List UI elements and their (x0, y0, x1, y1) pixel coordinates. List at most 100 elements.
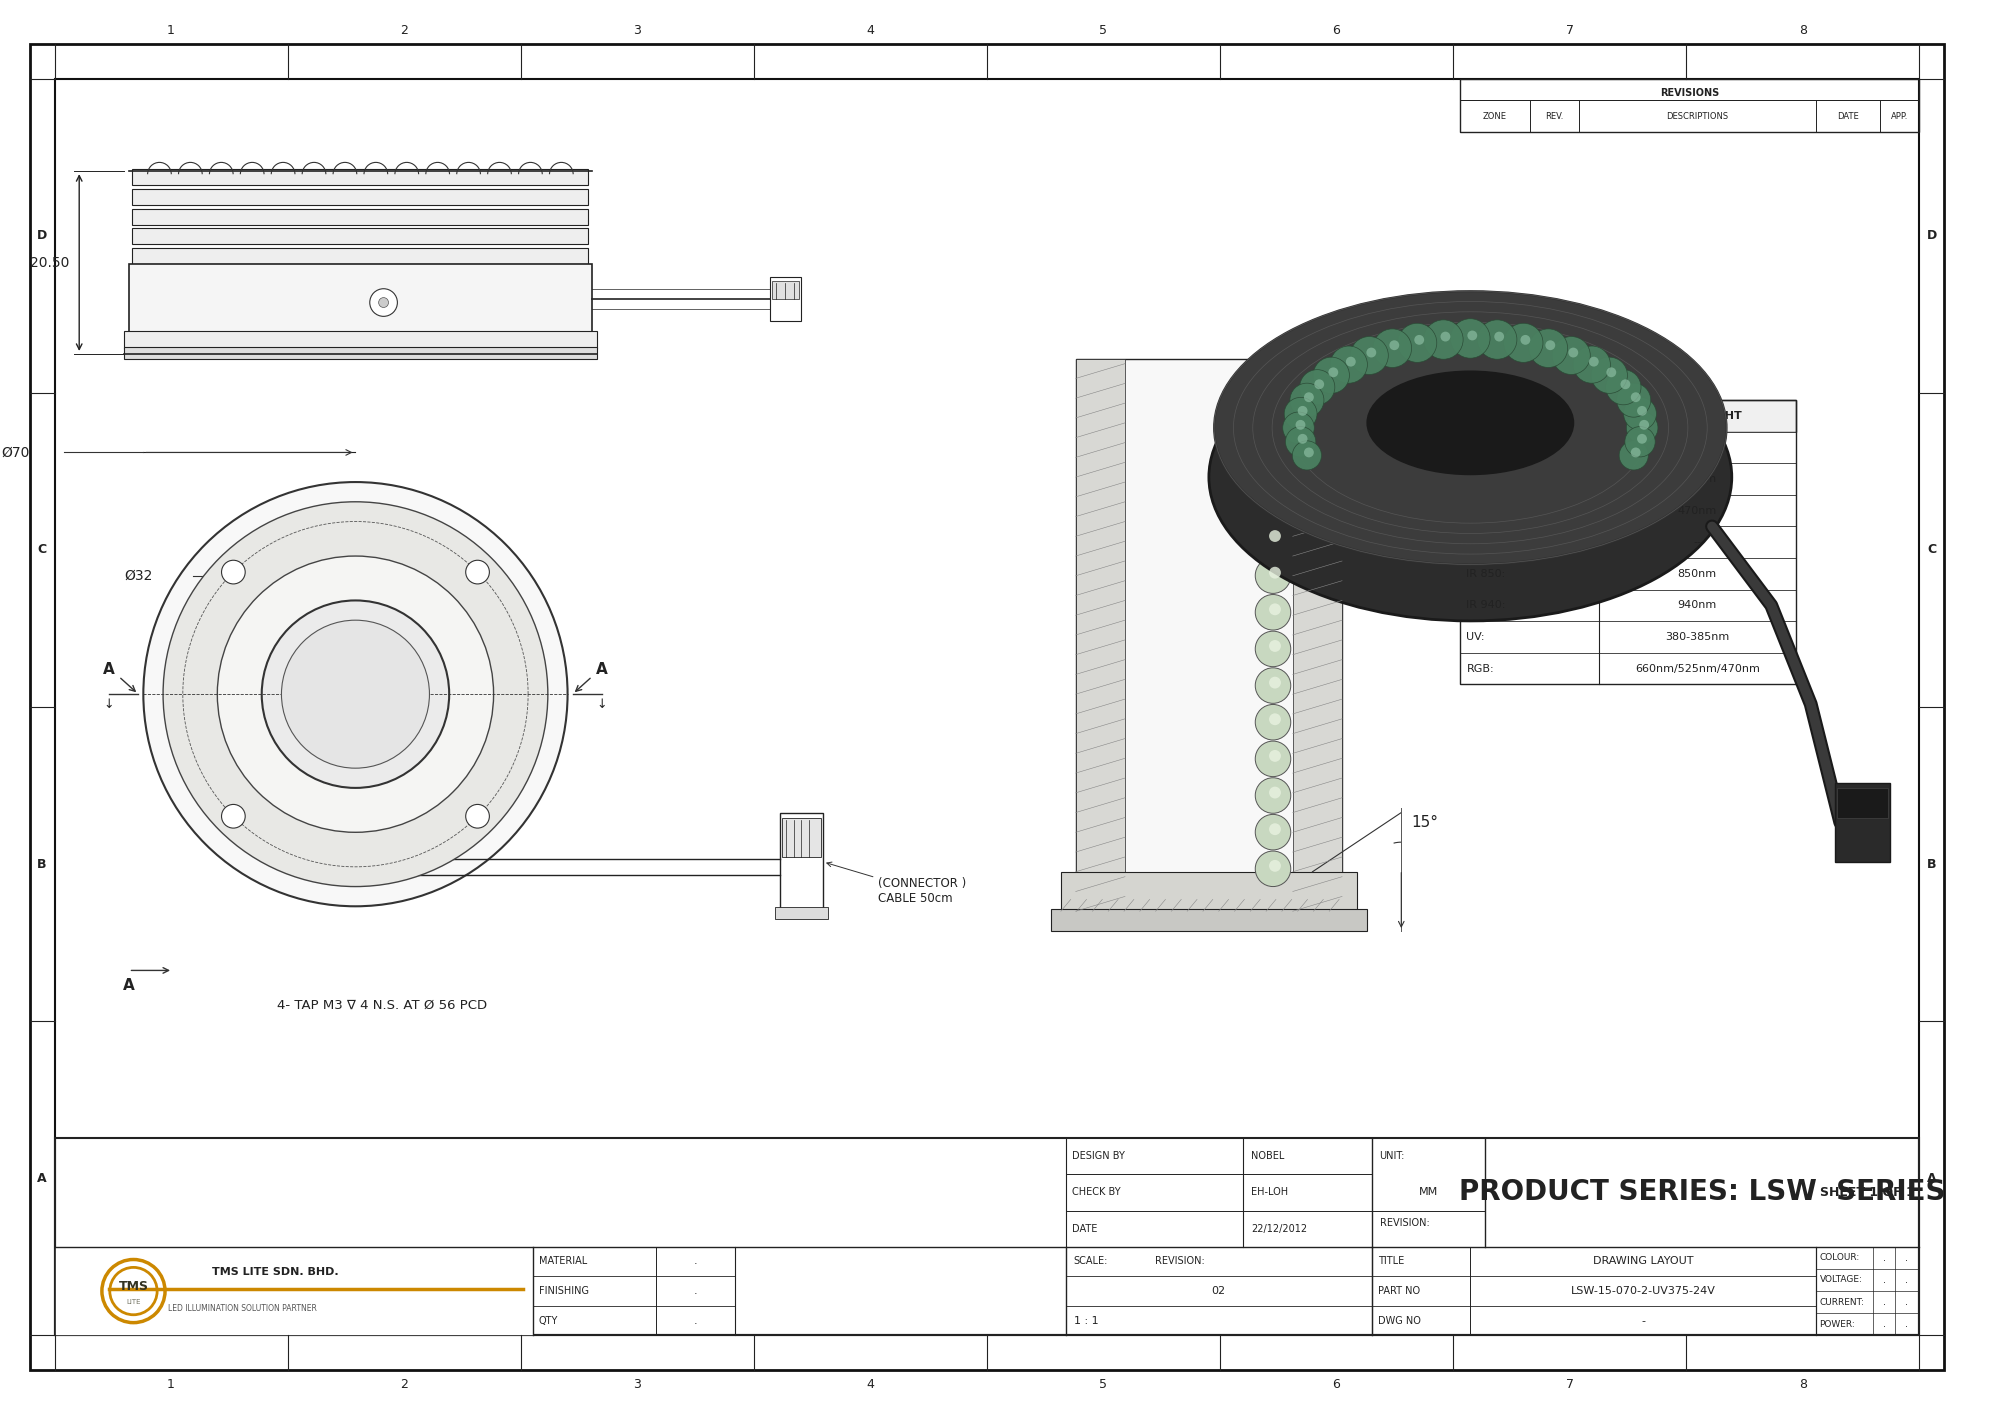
Circle shape (1606, 368, 1616, 378)
Text: .: . (694, 1287, 698, 1297)
Circle shape (1568, 348, 1578, 358)
Bar (132, 249, 588, 264)
Text: .: . (1906, 1319, 1908, 1329)
Bar (1460, 653, 1796, 684)
Circle shape (1638, 406, 1646, 416)
Text: ↓: ↓ (104, 697, 114, 711)
Bar (1838, 788, 1888, 817)
Circle shape (1256, 778, 1290, 813)
Circle shape (1638, 434, 1646, 444)
Circle shape (222, 560, 246, 584)
Text: A: A (36, 1172, 46, 1185)
Text: VOLTAGE:: VOLTAGE: (1820, 1275, 1862, 1284)
Bar (1460, 79, 1920, 132)
Circle shape (1256, 559, 1290, 594)
Circle shape (1270, 567, 1280, 578)
Circle shape (1270, 604, 1280, 615)
Circle shape (1304, 392, 1314, 402)
Text: B: B (1928, 858, 1936, 871)
Text: .: . (1882, 1319, 1886, 1329)
Text: .: . (1882, 1253, 1886, 1263)
Text: LSW-15-070-2-UV375-24V: LSW-15-070-2-UV375-24V (1570, 1287, 1716, 1297)
Circle shape (1270, 749, 1280, 762)
Circle shape (1620, 379, 1630, 389)
Text: 5: 5 (1100, 1379, 1108, 1391)
Circle shape (1346, 356, 1356, 366)
Bar (782, 817, 822, 857)
Text: SCALE:: SCALE: (1074, 1257, 1108, 1267)
Circle shape (1478, 320, 1516, 359)
Text: C: C (1928, 543, 1936, 556)
Text: B: B (36, 858, 46, 871)
Text: EH-LOH: EH-LOH (1252, 1188, 1288, 1198)
Bar (780, 813, 824, 911)
Ellipse shape (1214, 291, 1726, 564)
Text: MATERIAL: MATERIAL (538, 1257, 588, 1267)
Circle shape (1270, 383, 1280, 396)
Text: Ø32: Ø32 (124, 568, 154, 583)
Bar (1836, 783, 1890, 863)
Text: DESCRIPTIONS: DESCRIPTIONS (1666, 112, 1728, 120)
Circle shape (1270, 677, 1280, 689)
Text: COLOUR:: COLOUR: (1820, 1253, 1860, 1263)
Circle shape (1256, 448, 1290, 484)
Bar (1460, 400, 1796, 684)
Text: REVISION:: REVISION: (1154, 1257, 1204, 1267)
Text: 5: 5 (1100, 24, 1108, 37)
Text: (CONNECTOR )
CABLE 50cm: (CONNECTOR ) CABLE 50cm (826, 863, 966, 905)
Bar (1460, 400, 1796, 431)
Circle shape (1270, 641, 1280, 652)
Text: 1 : 1: 1 : 1 (1074, 1315, 1098, 1326)
Circle shape (1270, 457, 1280, 468)
Circle shape (1530, 329, 1568, 368)
Circle shape (1270, 530, 1280, 542)
Text: RED:: RED: (1466, 443, 1494, 452)
Circle shape (1520, 335, 1530, 345)
Text: 6: 6 (1332, 24, 1340, 37)
Text: 20.50: 20.50 (30, 256, 70, 270)
Circle shape (1626, 411, 1658, 444)
Text: 1: 1 (168, 1379, 176, 1391)
Circle shape (1624, 427, 1656, 457)
Text: .: . (1906, 1297, 1908, 1307)
Text: 6: 6 (1332, 1379, 1340, 1391)
Circle shape (1256, 814, 1290, 850)
Circle shape (1298, 434, 1308, 444)
Text: .: . (1882, 1275, 1886, 1285)
Bar (54, 1138, 1920, 1335)
Bar (128, 264, 592, 334)
Bar (124, 346, 598, 359)
Bar (1076, 359, 1126, 911)
Circle shape (1630, 447, 1640, 457)
Text: POWER:: POWER: (1820, 1319, 1856, 1329)
Circle shape (370, 288, 398, 317)
Text: IR 850:: IR 850: (1466, 568, 1506, 578)
Circle shape (1450, 318, 1490, 358)
Text: COLOR: COLOR (1508, 411, 1550, 421)
Text: LITE: LITE (126, 1299, 140, 1305)
Circle shape (1256, 522, 1290, 557)
Text: .: . (1882, 1297, 1886, 1307)
Text: IR 940:: IR 940: (1466, 601, 1506, 611)
Circle shape (466, 560, 490, 584)
Circle shape (1256, 485, 1290, 520)
Text: 3: 3 (634, 1379, 642, 1391)
Bar (1076, 359, 1342, 911)
Circle shape (1256, 631, 1290, 666)
Circle shape (1390, 341, 1400, 351)
Circle shape (1592, 358, 1628, 393)
Circle shape (1256, 375, 1290, 410)
Circle shape (1256, 851, 1290, 887)
Circle shape (1620, 441, 1648, 469)
Text: UV:: UV: (1466, 632, 1484, 642)
Text: WAVE LENGHT: WAVE LENGHT (1652, 411, 1742, 421)
Circle shape (1256, 704, 1290, 740)
Text: NOBEL: NOBEL (1252, 1151, 1284, 1161)
Text: 22/12/2012: 22/12/2012 (1252, 1223, 1308, 1233)
Text: 7: 7 (1566, 24, 1574, 37)
Circle shape (1414, 335, 1424, 345)
Bar (132, 229, 588, 245)
Text: DESIGN BY: DESIGN BY (1072, 1151, 1124, 1161)
Circle shape (1574, 346, 1610, 383)
Circle shape (1256, 667, 1290, 703)
